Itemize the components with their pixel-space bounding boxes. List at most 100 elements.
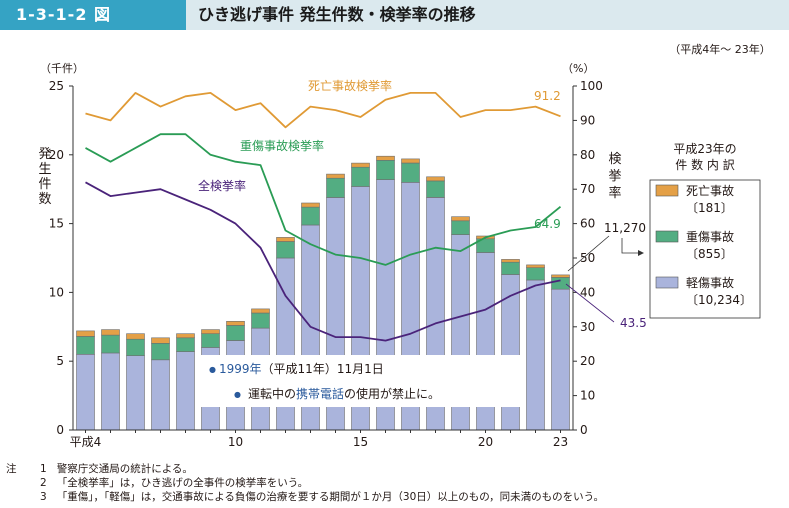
data-label-leader (565, 283, 615, 323)
note-text: 警察庁交通局の統計による。 (56, 463, 193, 475)
right-tick-label: 50 (580, 251, 595, 265)
bar-segment (451, 220, 470, 235)
legend-arrow-head (638, 250, 644, 256)
annotation-text-a: 運転中の (248, 386, 296, 401)
bar-segment (426, 176, 445, 182)
right-tick-label: 100 (580, 79, 603, 93)
bar-segment (76, 353, 95, 431)
right-tick-label: 40 (580, 285, 595, 299)
bar-segment (226, 325, 245, 341)
bar-segment (176, 333, 195, 339)
data-label: 64.9 (534, 217, 561, 231)
period-note: （平成4年～ 23年） (669, 42, 771, 56)
x-tick-label: 平成4 (70, 435, 102, 449)
data-label-leader (567, 235, 610, 272)
annotation-text-c: の使用が禁止に。 (344, 386, 440, 401)
bar-segment (226, 320, 245, 326)
bar-segment (301, 202, 320, 208)
note-row: 注 1 警察庁交通局の統計による。 (6, 462, 604, 476)
bar-segment (101, 334, 120, 354)
x-tick-label: 10 (228, 435, 243, 449)
bar-segment (326, 177, 345, 198)
bar-segment (526, 279, 545, 431)
right-tick-label: 10 (580, 389, 595, 403)
legend-swatch (655, 230, 679, 243)
left-axis-label-char: 発 (38, 147, 51, 162)
legend-item-name: 死亡事故 (686, 183, 734, 198)
annotation-text: 運転中の携帯電話の使用が禁止に。 (248, 386, 440, 401)
bar-segment (451, 216, 470, 222)
bar-segment (276, 241, 295, 259)
bar-segment (176, 337, 195, 352)
bar-segment (376, 160, 395, 180)
left-tick-label: 20 (49, 148, 64, 162)
figure-title: ひき逃げ事件 発生件数・検挙率の推移 (198, 5, 476, 24)
bar-segment (276, 237, 295, 242)
annotation-bullet: ● (234, 390, 241, 399)
left-tick-label: 5 (56, 354, 64, 368)
rate-line (85, 92, 561, 129)
bar-segment (351, 162, 370, 168)
legend-item-value: 〔181〕 (686, 201, 733, 215)
bar-segment (301, 206, 320, 226)
bar-segment (426, 180, 445, 198)
bar-segment (126, 338, 145, 357)
bar-segment (551, 288, 570, 431)
note-row: 3 「重傷」，「軽傷」は，交通事故による負傷の治療を要する期間が１か月（30日）… (6, 490, 604, 504)
note-prefix: 注 (6, 463, 17, 475)
series-label: 重傷事故検挙率 (240, 138, 324, 153)
legend-item-value: 〔855〕 (686, 247, 733, 261)
annotation-date: 1999年（平成11年）11月1日 (219, 362, 384, 376)
left-tick-label: 0 (56, 423, 64, 437)
bar-segment (76, 336, 95, 355)
left-axis-unit: （千件） (40, 62, 84, 75)
note-number: 3 (40, 491, 47, 503)
data-label: 91.2 (534, 89, 561, 103)
right-axis-label-char: 検 (608, 152, 621, 167)
note-text: 「全検挙率」は，ひき逃げの全事件の検挙率をいう。 (56, 477, 309, 489)
right-tick-label: 20 (580, 354, 595, 368)
data-label: 43.5 (620, 316, 647, 330)
legend-title: 平成23年の (673, 142, 736, 156)
bar-segment (401, 158, 420, 164)
legend-title: 件 数 内 訳 (675, 157, 734, 172)
series-label: 全検挙率 (198, 178, 246, 193)
bar-segment (376, 155, 395, 161)
rate-line (85, 181, 561, 342)
legend-box (649, 179, 761, 319)
bar-segment (251, 308, 270, 314)
annotation-box (195, 355, 525, 407)
legend-item-name: 軽傷事故 (686, 275, 734, 290)
hit-and-run-chart: 0 5 10 15 20 25 0 10 20 30 40 50 60 70 80 90 100 平成4 10 15 2… (38, 42, 771, 449)
right-tick-label: 70 (580, 182, 595, 196)
left-axis-label-char: 件 (38, 177, 51, 192)
legend-swatch (655, 276, 679, 289)
right-tick-label: 80 (580, 148, 595, 162)
annotation-date-rest: （平成11年）11月1日 (262, 362, 384, 376)
left-axis-label-char: 生 (38, 162, 51, 177)
bar-segment (151, 342, 170, 361)
annotation-year: 1999年 (219, 362, 262, 376)
right-axis-label-char: 率 (608, 185, 621, 201)
note-number: 1 (40, 463, 47, 475)
legend-swatch (655, 184, 679, 197)
annotation-phone: 携帯電話 (296, 386, 344, 401)
bar-segment (126, 333, 145, 340)
bar-segment (101, 329, 120, 336)
note-number: 2 (40, 477, 47, 489)
bar-segment (501, 259, 520, 263)
figure-header: 1-3-1-2 図 ひき逃げ事件 発生件数・検挙率の推移 (0, 0, 789, 30)
bar-segment (151, 337, 170, 344)
right-tick-label: 30 (580, 320, 595, 334)
bar-segment (101, 352, 120, 431)
bar-segment (176, 351, 195, 431)
bar-segment (126, 355, 145, 431)
right-axis-label-char: 挙 (608, 169, 621, 184)
legend-item-name: 重傷事故 (686, 229, 734, 244)
note-text: 「重傷」，「軽傷」は，交通事故による負傷の治療を要する期間が１か月（30日）以上… (56, 491, 604, 503)
left-tick-label: 10 (49, 285, 64, 299)
bar-segment (201, 333, 220, 348)
x-tick-label: 20 (478, 435, 493, 449)
left-tick-label: 25 (49, 79, 64, 93)
bar-segment (401, 162, 420, 183)
